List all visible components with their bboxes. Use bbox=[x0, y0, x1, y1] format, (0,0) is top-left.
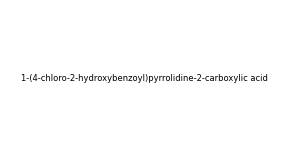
Text: 1-(4-chloro-2-hydroxybenzoyl)pyrrolidine-2-carboxylic acid: 1-(4-chloro-2-hydroxybenzoyl)pyrrolidine… bbox=[20, 74, 268, 83]
